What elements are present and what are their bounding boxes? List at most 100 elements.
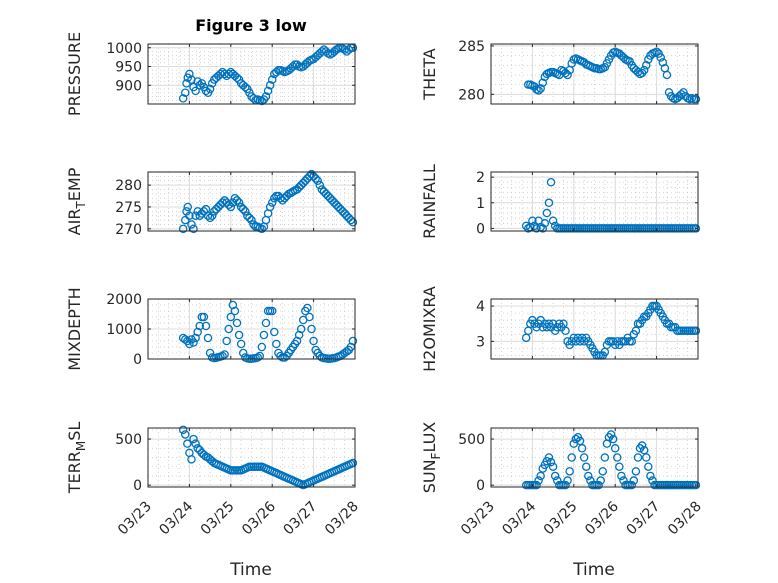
data-point [613,453,622,462]
data-point [598,467,608,476]
data-point [238,348,248,358]
data-point [575,436,585,446]
x-tick-label: 03/27 [624,499,664,539]
data-point [257,342,267,352]
data-point [534,86,543,95]
data-point [189,224,198,234]
y-tick-label: 1000 [106,322,142,338]
axes-box [490,427,699,488]
data-point [544,198,554,208]
data-point [181,430,190,439]
axes-box [147,171,356,232]
data-point [234,198,244,207]
data-point [536,84,545,93]
data-point [315,180,325,190]
data-point [187,455,196,464]
data-point [207,211,217,220]
data-point [303,303,312,313]
data-points [524,47,701,104]
y-tick-label: 950 [115,60,142,76]
y-tick-label: 500 [115,432,142,448]
data-point [608,434,618,444]
y-axis-label-rest: LUX [420,422,439,453]
x-tick-label: 03/28 [322,499,362,539]
x-tick-label: 03/23 [458,499,498,539]
axes-box [147,427,356,488]
y-axis-label-main: MIXDEPTH [65,287,84,370]
data-point [222,336,231,346]
x-tick-label: 03/26 [582,498,622,538]
subplot-5: 0 1000 2000 MIXDEPTH [65,287,358,371]
data-points [521,301,701,360]
data-points [178,43,358,106]
data-point [238,204,248,214]
data-point [232,196,242,205]
y-tick-label: 500 [458,432,485,448]
data-point [642,61,651,70]
y-tick-label: 0 [476,478,485,494]
subplot-4: 0 1 2 RAINFALL [420,164,701,239]
y-axis-label-rest: EMP [65,167,84,201]
x-axis-label-left: Time [229,560,272,580]
data-point [267,306,277,316]
data-point [230,306,240,316]
data-point [652,47,661,56]
data-point [288,62,298,71]
data-point [224,324,233,334]
data-point [691,94,701,104]
data-point [571,434,581,444]
data-point [540,219,550,228]
y-tick-label: 270 [115,222,142,238]
y-axis-label-main: RAINFALL [420,164,439,239]
data-point [232,318,242,328]
y-axis-label-subscript: F [429,452,443,459]
data-point [346,215,356,225]
data-point [348,458,358,468]
subplot-7: 0 500 03/23 03/24 03/25 03/26 03/27 03/28 TERRMS… [65,422,362,539]
data-point [637,441,647,450]
data-point [270,327,279,337]
data-point [561,326,570,336]
x-tick-label: 03/25 [198,499,238,539]
x-axis-label-right: Time [572,560,615,580]
y-axis-label-main: PRESSURE [65,32,84,116]
data-point [606,430,616,439]
data-point [286,188,296,198]
y-axis-label-main: TERR [65,451,84,494]
data-point [561,480,570,490]
data-point [261,92,271,101]
data-point [189,338,198,347]
data-point [617,471,626,481]
data-point [596,476,605,485]
y-tick-label: 3 [476,334,485,350]
y-tick-label: 1000 [106,41,142,57]
y-tick-label: 2000 [106,292,142,308]
data-point [253,222,262,231]
data-point [191,439,200,448]
x-tick-label: 03/27 [281,499,321,539]
x-tick-label: 03/24 [156,498,196,538]
data-point [257,224,267,234]
y-tick-label: 280 [458,87,485,103]
data-point [178,94,188,103]
y-tick-label: 4 [476,299,485,315]
data-point [232,73,242,83]
data-point [662,70,672,80]
data-points [178,300,358,363]
data-point [565,467,574,476]
data-point [521,221,531,231]
y-tick-label: 900 [115,78,142,94]
data-point [259,330,269,340]
data-point [344,45,354,54]
y-axis-label: PRESSURE [65,32,84,116]
data-point [263,86,273,96]
data-point [265,202,275,212]
data-point [185,211,194,220]
data-point [276,351,285,361]
data-point [255,351,265,361]
data-point [615,462,624,471]
x-tick-label: 03/28 [665,499,705,539]
data-point [181,88,190,98]
data-point [600,453,610,462]
